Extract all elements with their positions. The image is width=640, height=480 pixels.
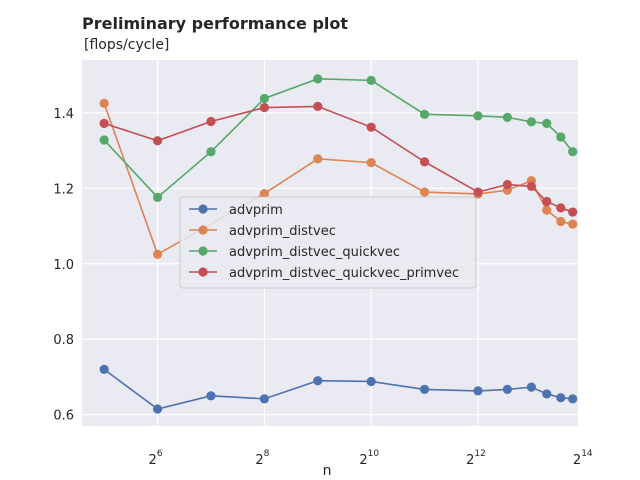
y-tick-labels: 0.6 0.8 1.0 1.2 1.4 xyxy=(53,107,74,424)
data-point xyxy=(419,109,430,119)
legend-marker xyxy=(198,246,208,256)
x-tick-label: 212 xyxy=(466,449,486,468)
data-point xyxy=(206,147,216,157)
legend-item-advprim-distvec-quickvec[interactable]: advprim_distvec_quickvec xyxy=(189,245,400,260)
legend-marker xyxy=(198,267,208,277)
data-point xyxy=(556,393,566,403)
data-point xyxy=(152,192,163,202)
data-point xyxy=(99,364,109,375)
legend-box xyxy=(179,196,477,289)
data-point xyxy=(366,122,376,132)
legend-label: advprim_distvec xyxy=(229,224,336,239)
data-point xyxy=(259,188,269,199)
x-tick-label: 28 xyxy=(255,449,269,468)
data-point xyxy=(502,179,513,190)
data-point xyxy=(473,386,483,396)
data-point xyxy=(99,135,109,145)
data-point xyxy=(259,394,269,404)
x-tick-label: 26 xyxy=(149,449,163,468)
data-point xyxy=(313,74,323,84)
data-point xyxy=(366,158,376,168)
chart-subtitle: [flops/cycle] xyxy=(84,37,169,53)
y-tick-label: 0.8 xyxy=(53,333,74,348)
chart-title: Preliminary performance plot xyxy=(82,14,348,33)
data-point xyxy=(152,249,163,259)
series-advprim-distvec-quickvec xyxy=(99,74,578,202)
data-point xyxy=(99,98,109,108)
data-point xyxy=(502,112,513,122)
x-axis-label: n xyxy=(323,463,332,479)
data-point xyxy=(473,187,483,197)
data-point xyxy=(313,154,323,164)
data-point xyxy=(206,391,216,401)
data-point xyxy=(366,75,376,85)
data-point xyxy=(206,116,216,127)
data-point xyxy=(152,136,163,146)
data-point xyxy=(152,404,163,414)
x-tick-labels: 26 28 210 212 214 xyxy=(149,449,593,468)
data-point xyxy=(542,389,552,399)
legend-item-advprim[interactable]: advprim xyxy=(189,203,283,218)
data-point xyxy=(556,132,566,142)
data-point xyxy=(542,196,552,207)
data-point xyxy=(526,382,536,392)
data-point xyxy=(473,111,483,121)
data-point xyxy=(313,101,323,112)
legend-item-advprim-distvec-quickvec-primvec[interactable]: advprim_distvec_quickvec_primvec xyxy=(189,266,459,281)
series-advprim-distvec-quickvec-primvec xyxy=(99,101,578,217)
data-point xyxy=(313,376,323,386)
data-point xyxy=(502,384,513,394)
data-point xyxy=(259,93,269,104)
series xyxy=(99,74,578,414)
y-tick-label: 1.0 xyxy=(53,258,74,273)
data-point xyxy=(419,384,430,394)
legend-item-advprim-distvec[interactable]: advprim_distvec xyxy=(189,224,336,239)
data-point xyxy=(259,102,269,113)
data-point xyxy=(419,187,430,197)
y-tick-label: 1.2 xyxy=(53,182,74,197)
series-advprim xyxy=(99,364,578,414)
data-point xyxy=(526,117,536,127)
data-point xyxy=(556,203,566,213)
x-tick-label: 210 xyxy=(359,449,379,468)
legend[interactable]: advprim advprim_distvec advprim_distvec_qu… xyxy=(179,196,477,289)
data-point xyxy=(542,205,552,215)
y-tick-label: 0.6 xyxy=(53,409,74,424)
x-tick-label: 214 xyxy=(573,449,593,468)
data-point xyxy=(556,216,566,227)
data-point xyxy=(99,118,109,128)
data-point xyxy=(419,157,430,167)
data-point xyxy=(526,181,536,192)
data-point xyxy=(568,147,578,157)
legend-label: advprim_distvec_quickvec_primvec xyxy=(229,266,459,281)
data-point xyxy=(568,394,578,404)
legend-marker xyxy=(198,204,208,214)
legend-marker xyxy=(198,225,208,235)
data-point xyxy=(568,207,578,217)
data-point xyxy=(366,376,376,387)
legend-label: advprim_distvec_quickvec xyxy=(229,245,400,260)
y-tick-label: 1.4 xyxy=(53,107,74,122)
data-point xyxy=(542,118,552,128)
data-point xyxy=(568,219,578,229)
legend-label: advprim xyxy=(229,203,283,218)
